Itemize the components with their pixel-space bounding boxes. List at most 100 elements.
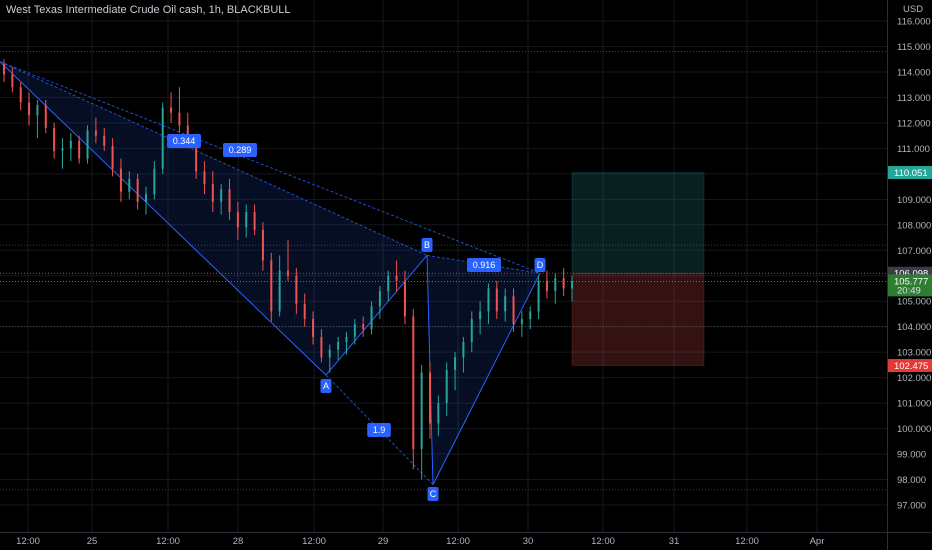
price-label-value: 105.777	[894, 276, 928, 287]
candle-body	[28, 102, 31, 116]
candle-body	[170, 107, 173, 113]
candle-body	[370, 306, 373, 330]
candle-body	[69, 140, 72, 149]
pattern-ratio-badge: 1.9	[367, 423, 391, 437]
candle-body	[3, 64, 5, 75]
price-tick-label: 107.000	[897, 246, 931, 257]
candle-body	[454, 357, 457, 370]
candle	[537, 275, 540, 320]
candle	[420, 364, 423, 480]
time-tick-label: 31	[669, 536, 680, 547]
price-tick-label: 100.000	[897, 424, 931, 435]
candle-body	[571, 281, 573, 289]
pattern-point-label: C	[430, 489, 437, 499]
candle-body	[495, 288, 498, 312]
candle-body	[53, 127, 56, 151]
candle	[345, 331, 348, 355]
candle-body	[236, 212, 239, 228]
candle-body	[512, 296, 515, 325]
candle	[429, 362, 431, 439]
price-label-countdown: 20:49	[897, 285, 921, 296]
price-tick-label: 111.000	[897, 144, 930, 155]
candle	[78, 135, 81, 164]
candle-body	[220, 189, 223, 202]
candle	[220, 184, 223, 215]
candle	[236, 201, 239, 241]
pattern-point-label: B	[424, 240, 430, 250]
time-tick-label: 28	[233, 536, 244, 547]
price-tick-label: 98.000	[897, 475, 926, 486]
price-label-box	[888, 359, 932, 373]
pattern-ratio-box	[367, 423, 391, 437]
pattern-point-d: D	[534, 258, 546, 272]
candle-body	[278, 270, 281, 312]
pattern-ratio-text: 0.916	[473, 260, 496, 270]
pattern-ratio-box	[467, 258, 501, 272]
candle	[111, 138, 114, 177]
pattern-ratio-text: 1.9	[373, 425, 386, 435]
pattern-point-label: A	[323, 381, 329, 391]
price-tick-label: 105.000	[897, 297, 931, 308]
candle	[245, 204, 248, 238]
candle-body	[462, 341, 465, 358]
price-tick-label: 108.000	[897, 220, 931, 231]
price-label-box	[888, 274, 932, 297]
candle	[395, 260, 398, 292]
price-tick-label: 97.000	[897, 501, 926, 512]
price-tick-label: 115.000	[897, 42, 931, 53]
candle-body	[136, 178, 139, 202]
candle-body	[429, 372, 431, 424]
candle	[445, 362, 448, 416]
candle	[178, 87, 181, 134]
candle	[253, 204, 256, 235]
candle	[529, 306, 532, 330]
currency-label: USD	[903, 4, 923, 15]
candle	[170, 92, 173, 123]
candle	[128, 171, 131, 200]
time-tick-label: 12:00	[16, 536, 40, 547]
pattern-point-box	[421, 238, 433, 252]
pattern-point-a: A	[320, 379, 332, 393]
candle-body	[520, 319, 523, 325]
time-tick-label: 29	[378, 536, 389, 547]
candle-body	[111, 145, 114, 169]
candles	[3, 59, 573, 480]
position-target-zone	[571, 172, 705, 274]
price-label-value: 110.051	[894, 168, 928, 179]
candle-body	[161, 107, 164, 169]
pattern-ratio-box	[223, 143, 257, 157]
candle-body	[153, 168, 156, 195]
candle-body	[362, 324, 365, 330]
candle	[328, 344, 331, 373]
candle-body	[253, 212, 256, 230]
price-tick-label: 102.000	[897, 373, 931, 384]
time-tick-label: 12:00	[446, 536, 470, 547]
price-tick-label: 99.000	[897, 450, 926, 461]
candle	[337, 336, 340, 360]
candle	[3, 59, 5, 83]
candle-body	[437, 403, 440, 424]
grid	[0, 0, 887, 532]
price-tick-label: 116.000	[897, 17, 931, 28]
candle	[362, 316, 365, 337]
pattern-ratio-line	[0, 61, 541, 274]
candle-body	[554, 278, 557, 292]
candle	[403, 270, 406, 325]
candle-body	[387, 275, 390, 292]
candle	[504, 288, 507, 322]
candle	[203, 161, 206, 195]
price-tick-label: 114.000	[897, 67, 931, 78]
candle	[287, 240, 289, 281]
candle-body	[378, 291, 381, 307]
candle	[412, 308, 415, 470]
candle	[495, 280, 498, 320]
candle	[53, 122, 56, 159]
price-tick-label: 113.000	[897, 93, 931, 104]
pattern-ratio-text: 0.344	[173, 136, 196, 146]
candle-body	[78, 140, 81, 159]
candle	[211, 171, 214, 213]
candle	[270, 252, 273, 322]
